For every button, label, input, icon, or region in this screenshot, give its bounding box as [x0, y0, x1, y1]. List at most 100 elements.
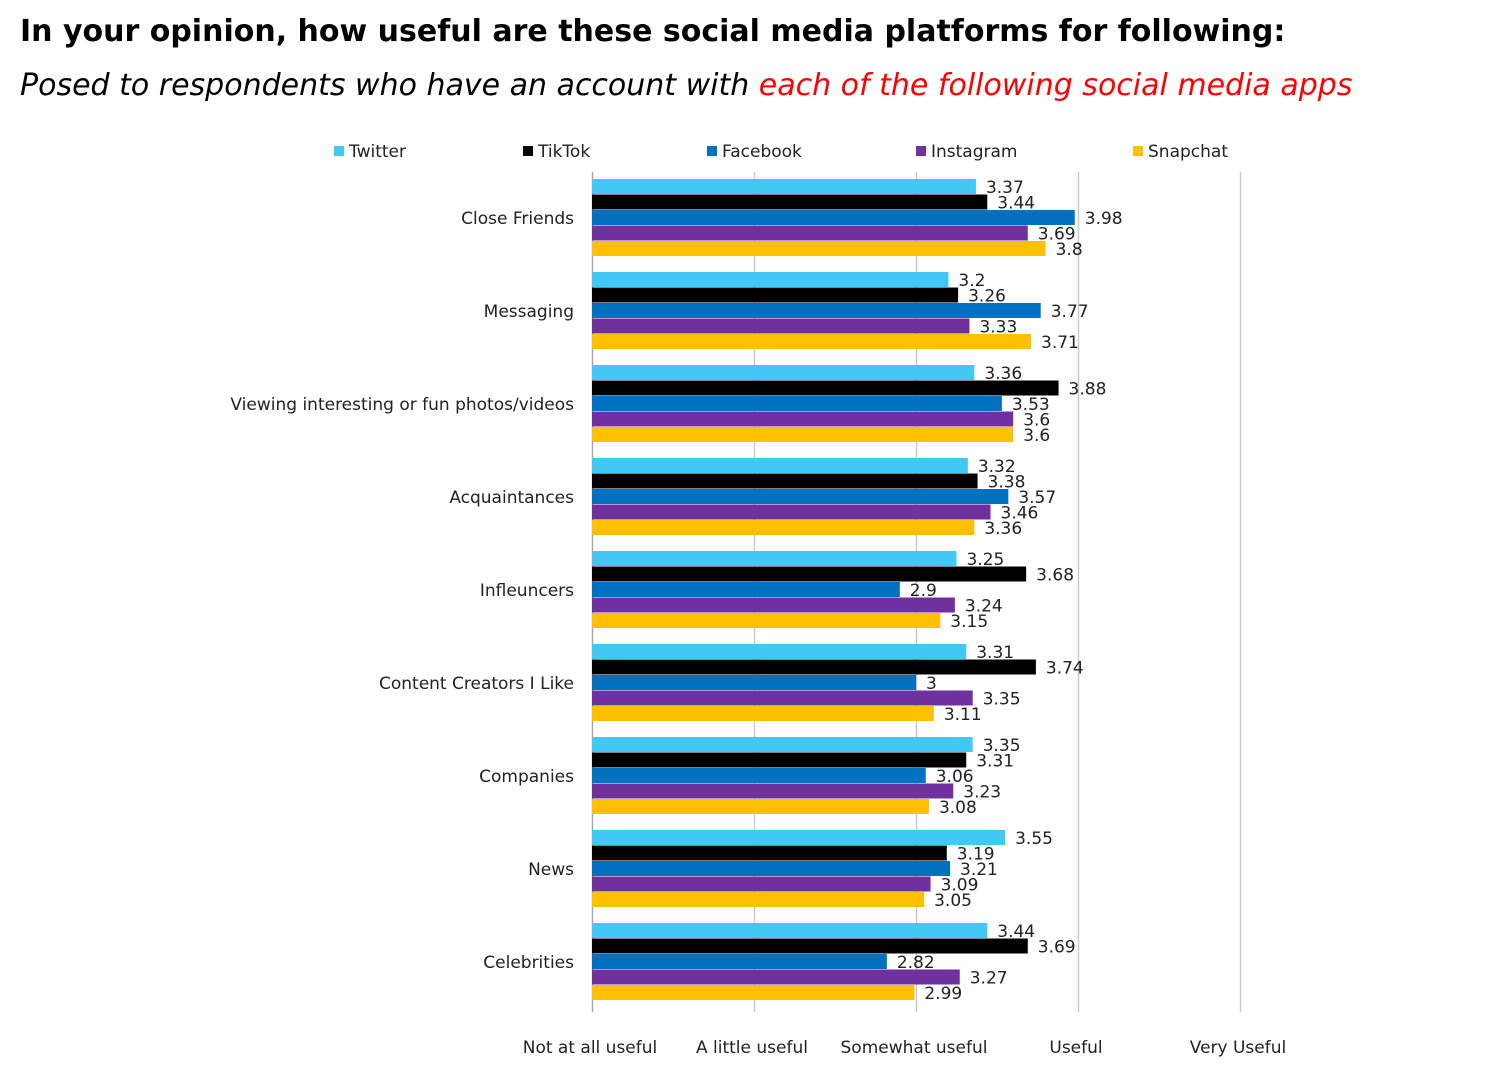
legend-label-snapchat: Snapchat	[1148, 142, 1228, 162]
bar-twitter	[592, 458, 968, 473]
bar-snapchat	[592, 241, 1046, 256]
legend-label-facebook: Facebook	[722, 142, 802, 162]
data-label: 3.6	[1023, 411, 1050, 431]
x-tick-label: Not at all useful	[523, 1038, 658, 1058]
bar-snapchat	[592, 427, 1014, 442]
bar-tiktok	[592, 659, 1036, 675]
data-label: 3.98	[1085, 209, 1123, 229]
subtitle-highlight: each of the following social media apps	[758, 68, 1353, 103]
bar-twitter	[592, 830, 1006, 845]
data-label: 3.36	[984, 364, 1022, 384]
data-label: 3.57	[1018, 488, 1056, 508]
data-label: 3.27	[970, 969, 1008, 989]
category-label: Content Creators I Like	[379, 674, 574, 694]
bar-snapchat	[592, 892, 925, 907]
data-label: 3.23	[963, 783, 1001, 803]
bar-facebook	[592, 675, 916, 690]
category-label: Messaging	[484, 302, 574, 322]
bar-instagram	[592, 690, 973, 706]
bar-instagram	[592, 225, 1028, 241]
bar-tiktok	[592, 566, 1027, 582]
bar-tiktok	[592, 287, 959, 303]
data-label: 2.82	[897, 953, 935, 973]
data-label: 3.06	[936, 767, 974, 787]
legend: Twitter TikTok Facebook Instagram Snapchat	[334, 142, 1228, 162]
data-label: 3.15	[950, 612, 988, 632]
data-label: 3.19	[957, 845, 995, 865]
data-label: 3.35	[983, 736, 1021, 756]
data-label: 3.55	[1015, 829, 1053, 849]
category-label: News	[528, 860, 574, 880]
data-label: 3.69	[1038, 225, 1076, 245]
data-label: 3.53	[1012, 395, 1050, 415]
chart-subtitle: Posed to respondents who have an account…	[20, 68, 1352, 103]
data-label: 3.05	[934, 891, 972, 911]
bar-twitter	[592, 923, 988, 938]
data-label: 3.71	[1041, 333, 1079, 353]
bar-tiktok	[592, 380, 1059, 396]
data-label: 3.46	[1001, 504, 1039, 524]
bar-snapchat	[592, 613, 941, 628]
data-label: 3.21	[960, 860, 998, 880]
category-labels: Close Friends Messaging Viewing interestin…	[230, 209, 574, 973]
data-label: 3.31	[976, 752, 1014, 772]
data-label: 3.37	[986, 178, 1024, 198]
bar-snapchat	[592, 799, 929, 814]
bar-tiktok	[592, 194, 988, 210]
category-label: Close Friends	[461, 209, 574, 229]
bar-facebook	[592, 861, 951, 876]
legend-swatch-facebook	[707, 146, 717, 156]
legend-swatch-instagram	[916, 146, 926, 156]
data-label: 3.31	[976, 643, 1014, 663]
x-tick-label: A little useful	[696, 1038, 808, 1058]
bar-twitter	[592, 644, 967, 659]
bar-instagram	[592, 876, 931, 892]
category-label: Acquaintances	[449, 488, 574, 508]
bar-instagram	[592, 783, 954, 799]
category-label: Celebrities	[483, 953, 574, 973]
data-label: 3.69	[1038, 938, 1076, 958]
legend-label-instagram: Instagram	[931, 142, 1018, 162]
bar-facebook	[592, 210, 1075, 225]
chart-title: In your opinion, how useful are these so…	[20, 14, 1286, 49]
bar-twitter	[592, 179, 976, 194]
bar-snapchat	[592, 520, 975, 535]
bar-facebook	[592, 582, 900, 597]
data-label: 2.99	[924, 984, 962, 1004]
bar-snapchat	[592, 334, 1032, 349]
bar-snapchat	[592, 985, 915, 1000]
legend-label-twitter: Twitter	[348, 142, 406, 162]
data-label: 2.9	[910, 581, 937, 601]
bar-twitter	[592, 272, 949, 287]
subtitle-text: Posed to respondents who have an account…	[20, 68, 759, 103]
bar-snapchat	[592, 706, 934, 721]
bar-twitter	[592, 551, 957, 566]
data-label: 3	[926, 674, 937, 694]
data-label: 3.2	[958, 271, 985, 291]
bar-facebook	[592, 303, 1041, 318]
bar-facebook	[592, 489, 1009, 504]
data-label: 3.77	[1051, 302, 1089, 322]
bar-facebook	[592, 768, 926, 783]
bar-instagram	[592, 504, 991, 520]
data-label: 3.32	[978, 457, 1016, 477]
bar-instagram	[592, 318, 970, 334]
x-tick-label: Very Useful	[1190, 1038, 1286, 1058]
data-label: 3.25	[967, 550, 1005, 570]
data-label: 3.26	[968, 287, 1006, 307]
category-label: Viewing interesting or fun photos/videos	[230, 395, 574, 415]
data-label: 3.11	[944, 705, 982, 725]
data-label: 3.44	[997, 194, 1035, 214]
data-label: 3.8	[1056, 240, 1083, 260]
data-label: 3.74	[1046, 659, 1084, 679]
legend-label-tiktok: TikTok	[537, 142, 590, 162]
bar-twitter	[592, 365, 975, 380]
data-label: 3.09	[941, 876, 979, 896]
bar-tiktok	[592, 473, 978, 489]
data-label: 3.33	[979, 318, 1017, 338]
bar-tiktok	[592, 752, 967, 768]
bar-facebook	[592, 954, 887, 969]
data-label: 3.88	[1069, 380, 1107, 400]
data-label: 3.36	[984, 519, 1022, 539]
